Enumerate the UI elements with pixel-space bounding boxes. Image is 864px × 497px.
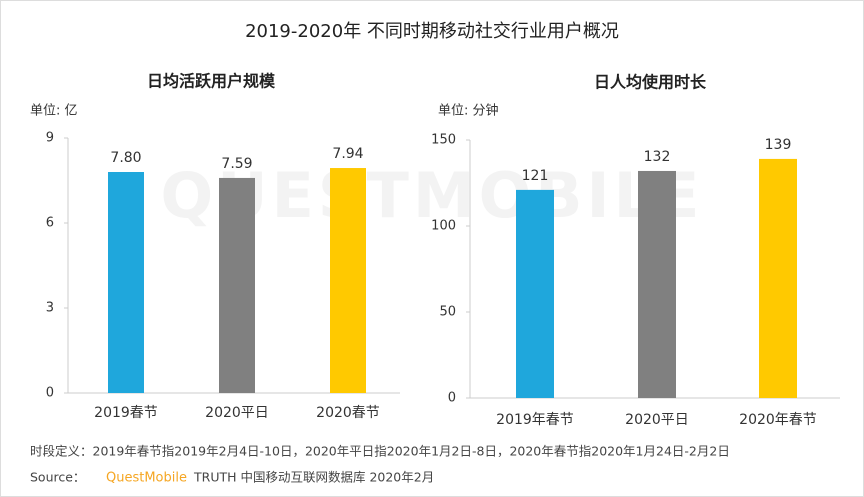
y-tick-label: 6 bbox=[46, 216, 54, 231]
value-label: 139 bbox=[765, 137, 792, 153]
value-label: 7.59 bbox=[221, 156, 252, 172]
bar bbox=[330, 168, 366, 393]
bar bbox=[516, 189, 554, 398]
y-tick-label: 0 bbox=[46, 386, 54, 401]
value-label: 132 bbox=[644, 149, 671, 165]
x-tick-label: 2019年春节 bbox=[496, 412, 574, 428]
source-brand: QuestMobile bbox=[106, 471, 187, 486]
source-text: TRUTH 中国移动互联网数据库 2020年2月 bbox=[193, 470, 434, 485]
y-tick-label: 0 bbox=[448, 391, 456, 406]
bar bbox=[759, 158, 797, 398]
bar bbox=[638, 170, 676, 398]
subplot-title: 日人均使用时长 bbox=[594, 73, 707, 92]
x-tick-label: 2020年春节 bbox=[739, 412, 817, 428]
unit-label: 单位: 分钟 bbox=[438, 103, 499, 119]
unit-label: 单位: 亿 bbox=[30, 104, 78, 119]
y-tick-label: 100 bbox=[431, 219, 456, 234]
source-label: Source： bbox=[30, 470, 85, 485]
value-label: 121 bbox=[522, 168, 549, 184]
bar bbox=[219, 177, 255, 393]
x-tick-label: 2019春节 bbox=[94, 405, 158, 421]
page-title: 2019-2020年 不同时期移动社交行业用户概况 bbox=[245, 21, 619, 42]
x-tick-label: 2020平日 bbox=[625, 412, 689, 428]
y-tick-label: 50 bbox=[439, 305, 456, 320]
x-tick-label: 2020平日 bbox=[205, 405, 269, 421]
note: 时段定义：2019年春节指2019年2月4日-10日，2020年平日指2020年… bbox=[30, 444, 730, 459]
y-tick-label: 9 bbox=[46, 131, 54, 146]
x-tick-label: 2020春节 bbox=[316, 405, 380, 421]
value-label: 7.94 bbox=[332, 146, 363, 162]
bar bbox=[108, 172, 144, 393]
subplot-title: 日均活跃用户规模 bbox=[147, 72, 276, 91]
y-tick-label: 150 bbox=[431, 133, 456, 148]
y-tick-label: 3 bbox=[46, 301, 54, 316]
value-label: 7.80 bbox=[110, 150, 141, 166]
